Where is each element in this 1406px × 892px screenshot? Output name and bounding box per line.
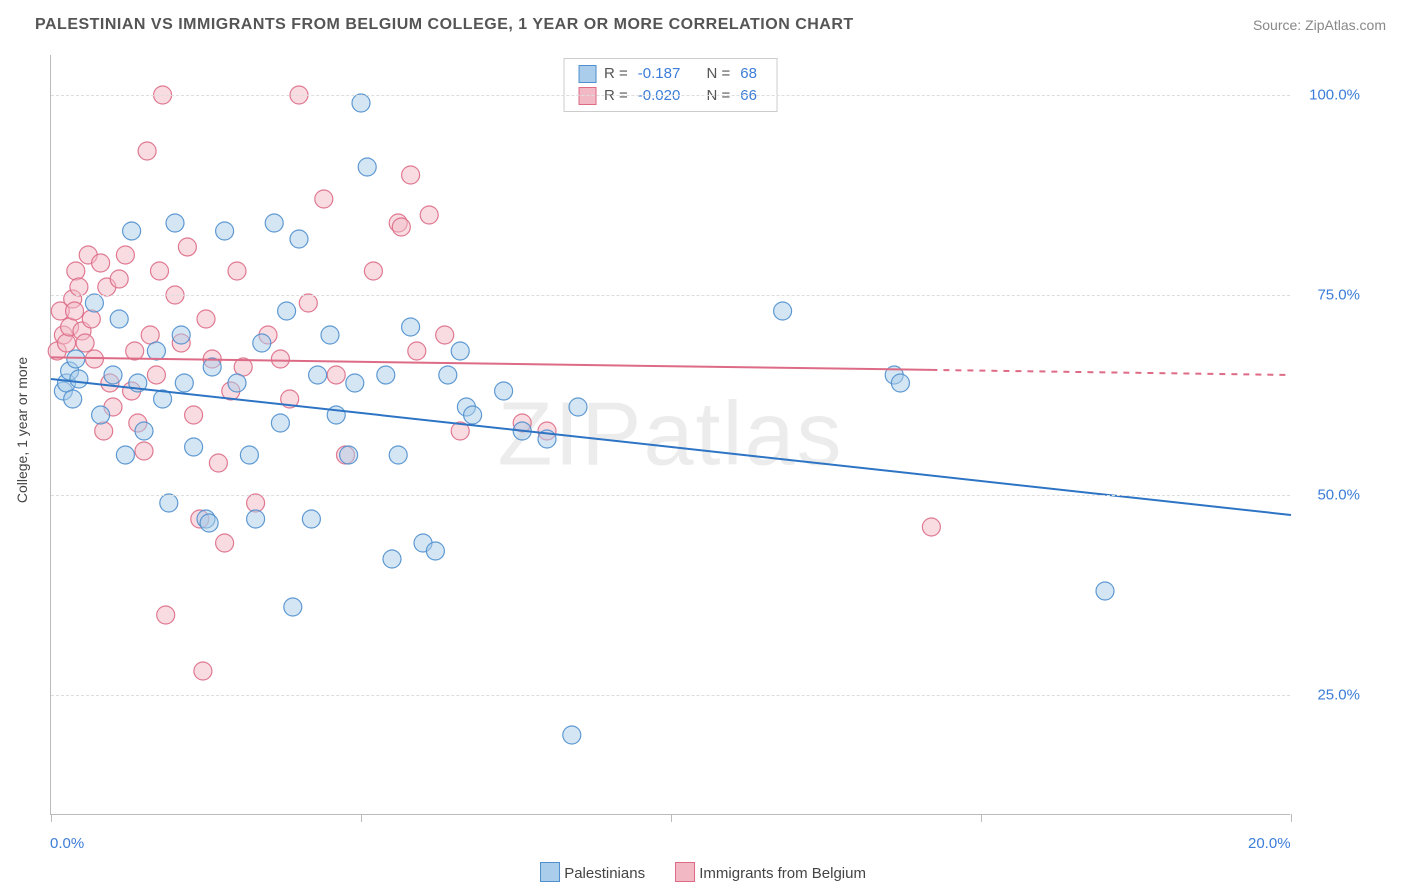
n-value-belgium: 66 bbox=[740, 85, 757, 107]
grid-line-h bbox=[51, 695, 1290, 696]
x-tick bbox=[671, 814, 672, 822]
legend-item-palestinians: Palestinians bbox=[540, 858, 645, 882]
y-tick-label: 100.0% bbox=[1300, 87, 1360, 104]
swatch-palestinians bbox=[540, 862, 560, 882]
grid-line-h bbox=[51, 295, 1290, 296]
legend-label-palestinians: Palestinians bbox=[564, 865, 645, 882]
n-value-palestinians: 68 bbox=[740, 63, 757, 85]
y-tick-label: 75.0% bbox=[1300, 287, 1360, 304]
r-value-belgium: -0.020 bbox=[638, 85, 681, 107]
bottom-legend: Palestinians Immigrants from Belgium bbox=[540, 858, 866, 882]
x-tick-0: 0.0% bbox=[50, 835, 84, 852]
stats-row-belgium: R = -0.020 N = 66 bbox=[578, 85, 763, 107]
correlation-stats-box: R = -0.187 N = 68 R = -0.020 N = 66 bbox=[563, 58, 778, 112]
plot-area: ZIPatlas R = -0.187 N = 68 R = -0.020 N … bbox=[50, 55, 1290, 815]
chart-header: PALESTINIAN VS IMMIGRANTS FROM BELGIUM C… bbox=[0, 0, 1406, 50]
n-label: N = bbox=[707, 63, 731, 85]
x-tick bbox=[51, 814, 52, 822]
r-label: R = bbox=[604, 63, 628, 85]
x-tick bbox=[1291, 814, 1292, 822]
scatter-plot-svg bbox=[51, 55, 1290, 814]
swatch-belgium bbox=[578, 87, 596, 105]
y-axis-label: College, 1 year or more bbox=[14, 357, 30, 503]
grid-line-h bbox=[51, 95, 1290, 96]
y-tick-label: 50.0% bbox=[1300, 487, 1360, 504]
r-label: R = bbox=[604, 85, 628, 107]
swatch-palestinians bbox=[578, 65, 596, 83]
legend-item-belgium: Immigrants from Belgium bbox=[675, 858, 866, 882]
legend-label-belgium: Immigrants from Belgium bbox=[699, 865, 866, 882]
x-tick bbox=[361, 814, 362, 822]
chart-source: Source: ZipAtlas.com bbox=[1253, 17, 1386, 33]
n-label: N = bbox=[707, 85, 731, 107]
y-tick-label: 25.0% bbox=[1300, 687, 1360, 704]
stats-row-palestinians: R = -0.187 N = 68 bbox=[578, 63, 763, 85]
grid-line-h bbox=[51, 495, 1290, 496]
chart-title: PALESTINIAN VS IMMIGRANTS FROM BELGIUM C… bbox=[35, 16, 854, 34]
r-value-palestinians: -0.187 bbox=[638, 63, 681, 85]
x-tick-20: 20.0% bbox=[1248, 835, 1291, 852]
swatch-belgium bbox=[675, 862, 695, 882]
x-tick bbox=[981, 814, 982, 822]
